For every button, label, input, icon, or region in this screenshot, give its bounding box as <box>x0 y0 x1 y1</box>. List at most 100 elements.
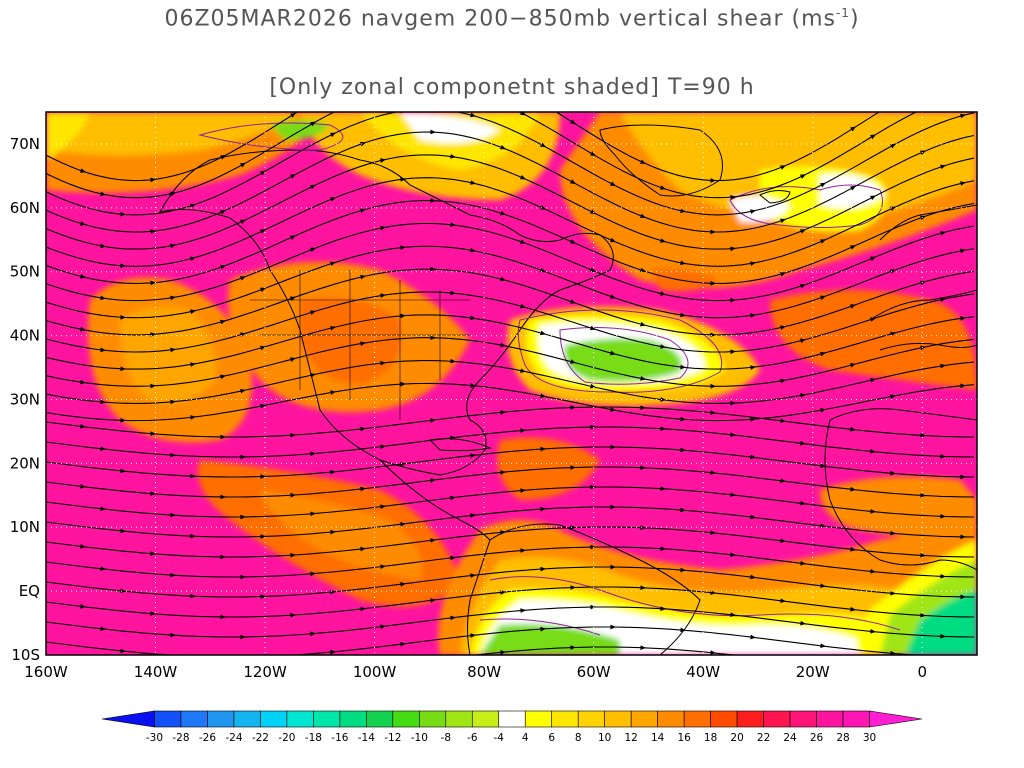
streamline-arrow <box>220 434 226 440</box>
streamline <box>46 112 975 216</box>
streamline-arrow <box>570 465 576 470</box>
streamline-arrow <box>80 379 86 385</box>
streamline-arrow <box>120 211 126 217</box>
streamline <box>46 606 975 638</box>
colorbar-label: -30 <box>146 732 163 744</box>
streamline-arrow <box>470 247 476 253</box>
colorbar-label: -14 <box>358 732 375 744</box>
streamline-arrow <box>100 506 106 511</box>
streamline-arrow <box>850 606 856 612</box>
lat-label: 70N <box>10 135 40 153</box>
streamline-arrow <box>430 129 436 135</box>
streamline-arrow <box>290 552 296 558</box>
colorbar-swatch <box>869 710 923 728</box>
streamline-arrow <box>80 603 86 609</box>
streamline-arrow <box>240 388 246 394</box>
streamline-arrow <box>780 378 786 384</box>
streamline <box>46 337 975 387</box>
streamline-arrow <box>450 358 456 364</box>
streamline-arrow <box>470 573 476 578</box>
streamline-arrow <box>710 410 716 415</box>
colorbar-label: -4 <box>494 732 505 744</box>
streamline-arrow <box>780 325 786 330</box>
graticule <box>46 112 977 655</box>
streamline-arrow <box>850 546 856 552</box>
streamline-arrow <box>190 203 196 209</box>
streamline-arrow <box>430 266 436 272</box>
streamline-arrow <box>610 294 616 299</box>
streamline-arrow <box>940 633 946 639</box>
streamline-arrow <box>590 383 596 389</box>
streamline-arrow <box>940 513 946 519</box>
streamline-arrow <box>940 164 946 170</box>
streamline-arrow <box>450 86 456 91</box>
streamline-arrow <box>120 528 126 534</box>
streamline-arrow <box>540 626 546 632</box>
streamline-arrow <box>820 407 826 413</box>
streamline-arrow <box>920 433 926 438</box>
streamline-arrow <box>500 470 506 475</box>
streamline-arrow <box>430 478 436 483</box>
streamline-arrow <box>920 345 926 351</box>
streamline-arrow <box>400 641 406 647</box>
streamline-arrow <box>220 319 226 325</box>
streamline <box>46 245 975 319</box>
streamline-arrow <box>360 75 366 79</box>
streamline-arrow <box>540 330 546 336</box>
lon-label: 40W <box>686 663 720 681</box>
streamline-arrow <box>800 560 806 566</box>
streamline-arrow <box>960 181 966 186</box>
streamline-arrow <box>660 291 666 296</box>
streamline-arrow <box>170 512 176 518</box>
streamline-arrow <box>240 514 246 520</box>
streamline-arrow <box>220 265 226 270</box>
colorbar-label: -8 <box>441 732 451 744</box>
streamline-arrow <box>190 593 196 599</box>
colorbar-swatch <box>842 710 870 728</box>
streamline-arrow <box>150 280 156 286</box>
title-text-end: ) <box>849 6 860 32</box>
lat-label: 30N <box>10 390 40 408</box>
streamline-arrow <box>640 213 646 218</box>
streamline-arrow <box>170 295 176 301</box>
streamline-arrow <box>920 215 926 221</box>
colorbar-swatch <box>710 710 738 728</box>
streamline-arrow <box>150 551 156 556</box>
streamline-arrow <box>170 243 176 249</box>
streamline-arrow <box>730 552 736 558</box>
streamline-arrow <box>750 313 756 318</box>
streamline-arrow <box>100 446 106 451</box>
lon-label: 120W <box>243 663 287 681</box>
streamline-arrow <box>520 368 526 373</box>
streamline-arrow <box>430 598 436 603</box>
streamline-arrow <box>820 239 826 244</box>
streamline-arrow <box>190 309 196 314</box>
streamline-arrow <box>540 566 546 572</box>
streamline-arrow <box>120 418 126 423</box>
streamline-arrow <box>150 491 156 496</box>
lat-label: 50N <box>10 263 40 281</box>
colorbar-swatch <box>366 710 394 728</box>
streamline-arrow <box>360 606 366 612</box>
streamline-arrow <box>960 248 966 254</box>
streamline-arrow <box>820 463 826 469</box>
streamline <box>46 426 975 458</box>
streamline <box>46 626 926 655</box>
streamline-arrow <box>150 431 156 436</box>
streamline-arrow <box>170 452 176 458</box>
streamline <box>46 406 975 438</box>
streamline-arrow <box>780 478 786 484</box>
streamline-arrow <box>570 239 576 244</box>
streamline-arrow <box>850 185 856 191</box>
streamline <box>46 268 975 336</box>
streamline-arrow <box>100 626 106 631</box>
streamline-arrow <box>750 261 756 266</box>
streamline-arrow <box>310 310 316 315</box>
lon-label: 20W <box>796 663 830 681</box>
streamline-arrow <box>660 238 666 243</box>
colorbar-swatch <box>524 710 553 728</box>
streamline-arrow <box>960 534 966 540</box>
streamline-arrow <box>520 175 526 180</box>
streamline-arrow <box>520 239 526 244</box>
